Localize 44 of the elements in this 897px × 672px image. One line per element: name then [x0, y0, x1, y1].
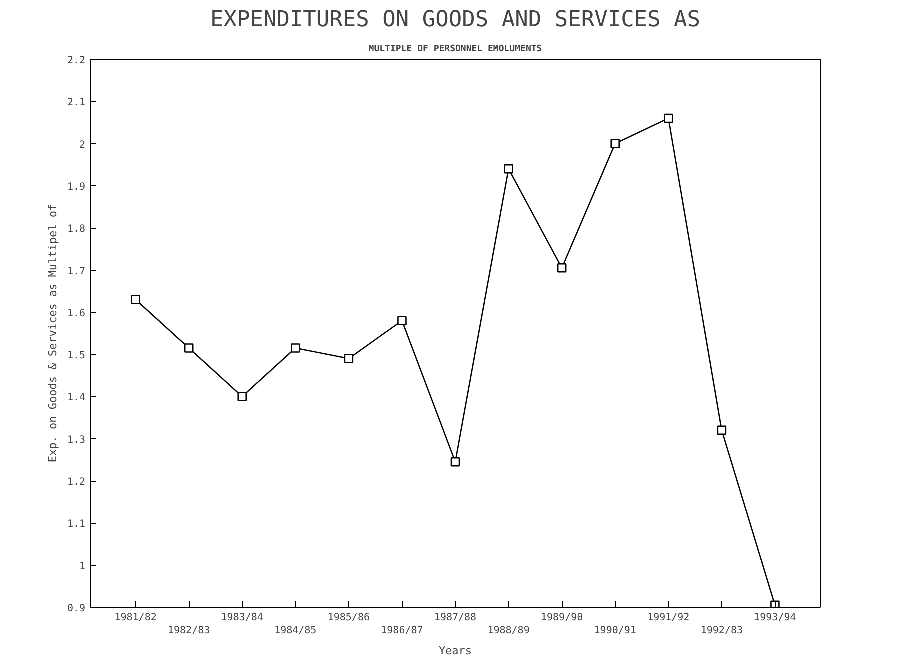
y-tick-label: 2.1: [67, 98, 86, 109]
y-tick-label: 0.9: [67, 604, 86, 614]
y-axis-title: Exp. on Goods & Services as Multipel of: [46, 204, 60, 463]
x-tick-label: 1992/83: [700, 626, 744, 637]
point: [610, 139, 620, 148]
y-tick-label: 1.5: [67, 350, 86, 362]
y-tick-label: 2.2: [67, 56, 86, 66]
x-tick-label: 1988/89: [488, 626, 530, 637]
x-tick-label: 1983/84: [221, 612, 264, 624]
point: [238, 392, 248, 402]
y-tick-label: 1.1: [67, 519, 86, 530]
point: [184, 344, 194, 353]
point: [398, 316, 407, 326]
point: [664, 114, 674, 124]
point: [557, 264, 567, 273]
y-tick-label: 1.8: [67, 224, 86, 236]
x-tick-label: 1986/87: [381, 626, 424, 637]
chart-title: EXPENDITURES ON GOODS AND SERVICES AS: [210, 8, 701, 32]
point: [290, 344, 300, 353]
point: [344, 354, 354, 364]
y-tick-label: 1.6: [67, 308, 86, 320]
y-tick-label: 2: [79, 140, 86, 151]
point: [450, 457, 460, 467]
y-tick-label: 1.3: [67, 434, 86, 446]
point: [770, 600, 780, 608]
chart-subtitle: MULTIPLE OF PERSONNEL EMOLUMENTS: [368, 44, 542, 54]
x-tick-label: 1985/86: [328, 612, 370, 624]
y-tick-label: 1.7: [67, 266, 86, 278]
x-tick-label: 1989/90: [541, 612, 584, 624]
point: [504, 164, 514, 174]
y-tick-label: 1.2: [67, 477, 86, 488]
point: [717, 426, 727, 436]
x-tick-label: 1981/82: [114, 612, 157, 624]
x-tick-label: 1987/88: [434, 612, 477, 624]
point: [131, 295, 140, 304]
y-tick-label: 1: [79, 561, 86, 572]
x-tick-label: 1990/91: [594, 626, 636, 637]
x-tick-label: 1993/94: [754, 612, 796, 624]
x-tick-label: 1991/92: [648, 612, 690, 624]
y-tick-label: 1.4: [67, 392, 86, 404]
x-tick-label: 1984/85: [274, 626, 317, 637]
y-tick-label: 1.9: [67, 182, 86, 193]
x-tick-label: 1982/83: [168, 626, 210, 637]
x-axis-title: Years: [438, 644, 472, 658]
